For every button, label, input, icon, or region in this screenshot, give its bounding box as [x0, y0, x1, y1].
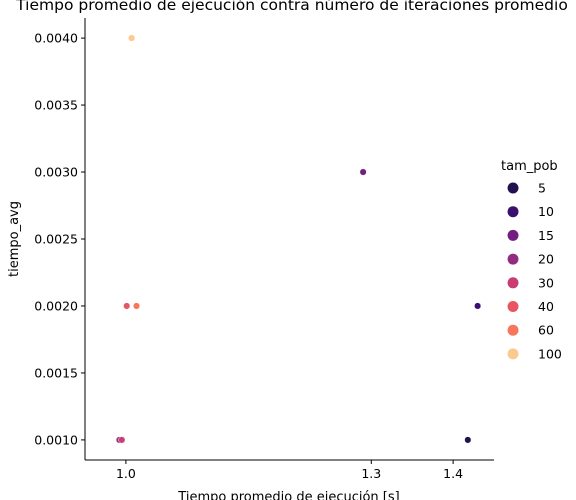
y-tick-label: 0.0010 — [34, 432, 78, 447]
y-tick-label: 0.0015 — [34, 365, 78, 380]
legend-label-10: 10 — [538, 204, 554, 219]
x-axis-ticks: 1.0 1.3 1.4 — [116, 460, 463, 481]
y-axis-label: tiempo_avg — [7, 201, 22, 277]
data-points — [115, 34, 482, 444]
data-point-40 — [123, 302, 131, 310]
legend-label-60: 60 — [538, 323, 554, 338]
x-tick-label: 1.3 — [361, 466, 381, 481]
data-point-10 — [474, 302, 482, 310]
legend-label-20: 20 — [538, 252, 554, 267]
legend-marker-15 — [507, 229, 519, 241]
y-tick-label: 0.0020 — [34, 298, 78, 313]
legend-label-5: 5 — [538, 181, 546, 196]
legend-marker-30 — [507, 277, 519, 289]
y-tick-label: 0.0025 — [34, 232, 78, 247]
chart-title: Tiempo promedio de ejecución contra núme… — [15, 0, 568, 14]
y-tick-label: 0.0035 — [34, 98, 78, 113]
x-tick-label: 1.0 — [116, 466, 136, 481]
legend-marker-10 — [507, 206, 519, 218]
legend-label-15: 15 — [538, 228, 554, 243]
data-point-30 — [118, 436, 126, 444]
y-tick-label: 0.0030 — [34, 165, 78, 180]
legend-label-30: 30 — [538, 275, 554, 290]
data-point-60 — [132, 302, 141, 310]
data-point-15 — [359, 168, 367, 176]
data-point-5 — [464, 436, 472, 444]
data-point-100 — [128, 34, 136, 42]
x-axis-label: Tiempo promedio de ejecución [s] — [177, 490, 399, 500]
x-tick-label: 1.4 — [443, 466, 463, 481]
legend-title: tam_pob — [501, 159, 558, 174]
legend-marker-5 — [507, 182, 519, 194]
legend-marker-60 — [507, 324, 519, 336]
legend-label-100: 100 — [538, 346, 562, 361]
y-tick-label: 0.0040 — [34, 31, 78, 46]
legend-marker-20 — [507, 253, 519, 265]
legend-marker-100 — [507, 348, 519, 360]
legend-marker-40 — [507, 301, 519, 312]
legend-label-40: 40 — [538, 299, 554, 314]
legend: tam_pob 5 10 15 20 30 40 60 100 — [501, 159, 562, 361]
y-axis-ticks: 0.0010 0.0015 0.0020 0.0025 0.0030 0.0035 0.00… — [34, 31, 85, 447]
